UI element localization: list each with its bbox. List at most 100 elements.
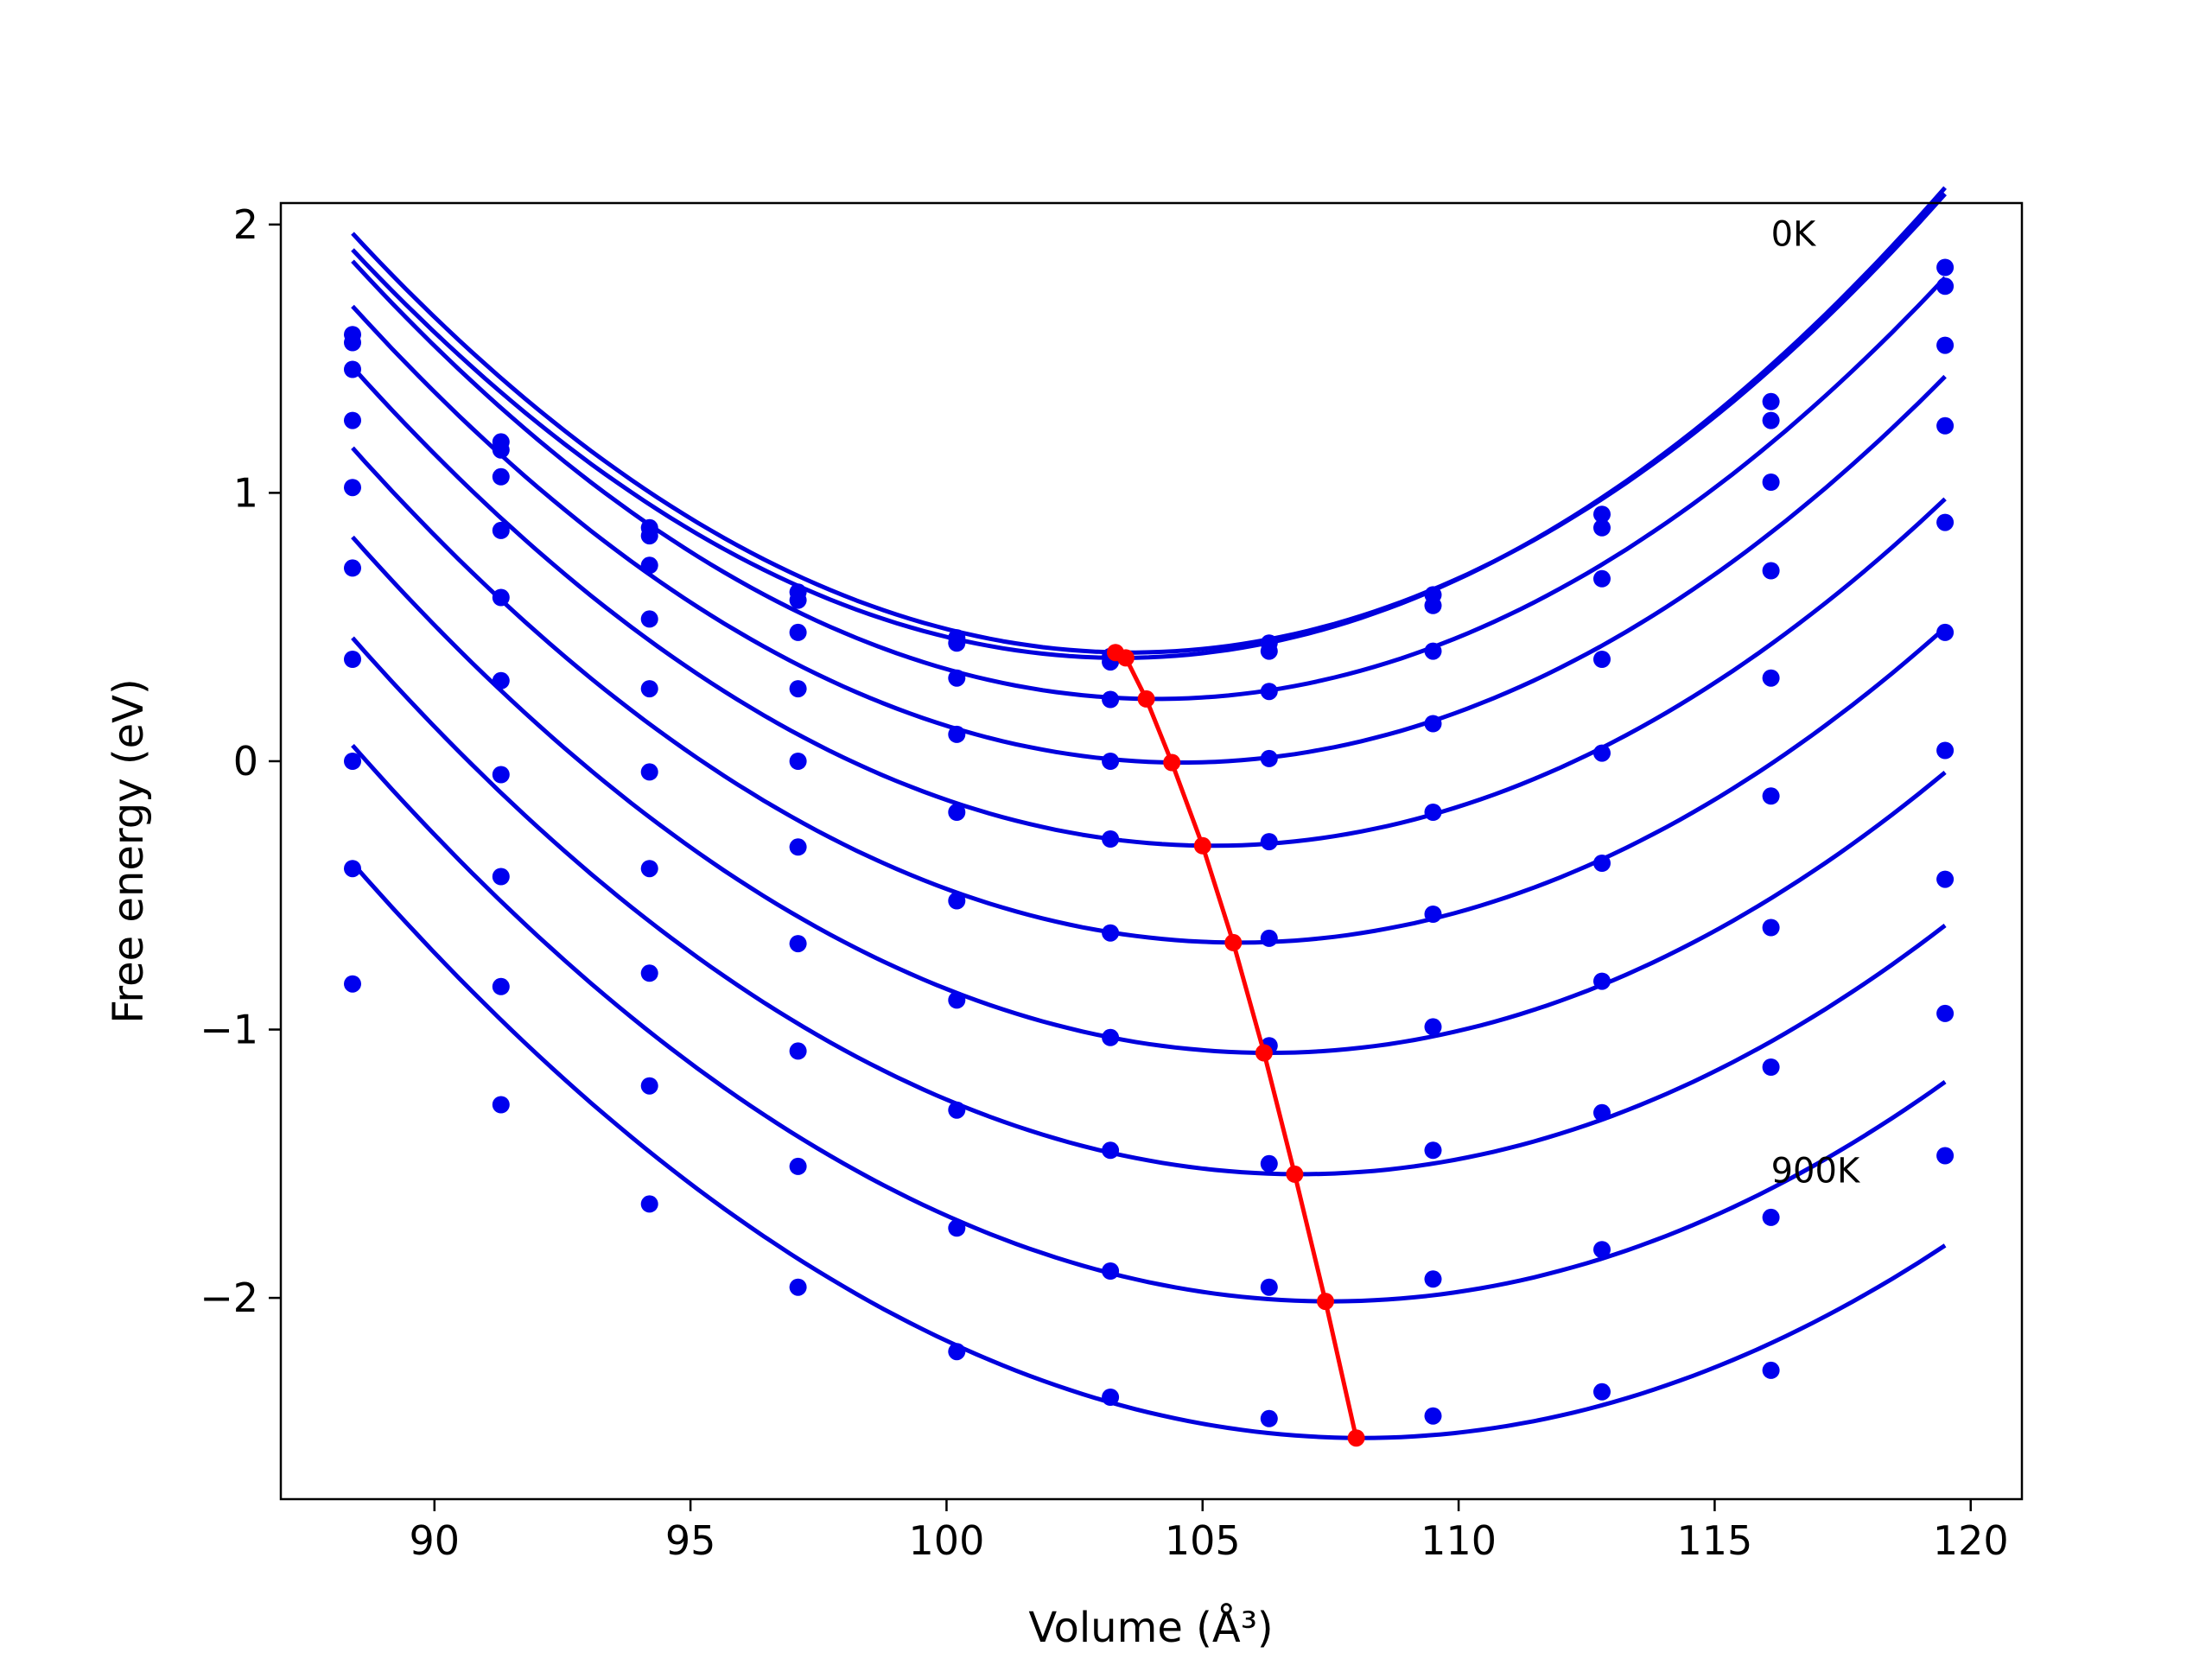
plot-frame	[279, 201, 2024, 1501]
data-point-2-0	[344, 360, 361, 378]
data-point-6-10	[1936, 741, 1955, 760]
equilibrium-point-1	[1116, 649, 1135, 667]
data-point-9-0	[344, 975, 361, 993]
data-point-8-4	[948, 1219, 966, 1237]
equilibrium-layer	[1107, 644, 1365, 1447]
data-point-6-5	[1102, 1028, 1120, 1046]
x-tick-label-1: 95	[665, 1517, 716, 1564]
data-point-2-3	[789, 623, 807, 641]
data-point-2-9	[1762, 474, 1780, 491]
data-point-8-2	[640, 1077, 658, 1095]
data-point-5-9	[1762, 787, 1780, 805]
y-tick-label-2: 0	[233, 738, 258, 785]
data-point-1-6	[1260, 642, 1278, 660]
fit-curve-3	[351, 304, 1947, 765]
x-tick-label-5: 115	[1677, 1517, 1753, 1564]
equilibrium-point-5	[1224, 933, 1243, 951]
fit-curve-7	[351, 636, 1947, 1177]
data-point-6-7	[1424, 1018, 1442, 1036]
fit-curve-4	[351, 365, 1947, 849]
data-point-9-10	[1936, 1147, 1955, 1165]
data-point-7-4	[948, 1101, 966, 1119]
data-point-2-6	[1260, 683, 1278, 701]
data-point-2-2	[640, 556, 658, 575]
data-point-3-9	[1762, 562, 1780, 580]
y-axis-label: Free energy (eV)	[105, 678, 153, 1023]
data-point-7-9	[1762, 1058, 1780, 1076]
y-tick-label-1: −1	[200, 1007, 258, 1053]
data-point-9-3	[789, 1278, 807, 1296]
data-point-4-0	[344, 479, 361, 497]
data-point-2-7	[1424, 642, 1442, 660]
data-point-4-4	[948, 804, 966, 821]
equilibrium-point-9	[1347, 1429, 1365, 1447]
data-point-4-5	[1102, 830, 1120, 848]
data-point-5-1	[492, 671, 510, 690]
data-point-5-2	[640, 763, 658, 781]
data-point-3-3	[789, 680, 807, 698]
equilibrium-point-7	[1286, 1165, 1304, 1183]
data-point-8-8	[1593, 1241, 1611, 1259]
data-point-2-4	[948, 669, 966, 687]
data-point-6-2	[640, 860, 658, 878]
fit-curve-6	[351, 535, 1947, 1055]
plot-area-background	[281, 203, 2022, 1499]
y-axis-ticks: −2 −1 0 1 2	[200, 201, 281, 1321]
data-point-0-8	[1593, 505, 1611, 524]
data-point-8-0	[344, 860, 361, 878]
annotation-1: 900K	[1771, 1152, 1861, 1192]
fit-curve-9	[351, 861, 1947, 1440]
data-point-8-9	[1762, 1208, 1780, 1226]
data-point-4-1	[492, 588, 510, 607]
data-point-7-5	[1102, 1141, 1120, 1160]
data-point-7-0	[344, 753, 361, 770]
data-point-8-3	[789, 1157, 807, 1175]
data-point-3-4	[948, 725, 966, 743]
data-point-4-10	[1936, 513, 1955, 531]
data-point-4-7	[1424, 804, 1442, 821]
data-point-8-5	[1102, 1262, 1120, 1280]
data-point-3-7	[1424, 715, 1442, 733]
data-point-9-5	[1102, 1389, 1120, 1406]
data-point-6-1	[492, 766, 510, 784]
fit-curve-8	[351, 743, 1947, 1304]
data-point-6-9	[1762, 918, 1780, 937]
fit-curve-1	[351, 186, 1947, 660]
x-tick-label-6: 120	[1933, 1517, 2009, 1564]
data-point-1-1	[492, 441, 510, 459]
data-point-3-2	[640, 610, 658, 628]
data-point-9-6	[1260, 1409, 1278, 1427]
data-point-1-8	[1593, 518, 1611, 537]
y-tick-label-4: 2	[233, 201, 258, 248]
data-point-9-4	[948, 1343, 966, 1361]
data-point-5-5	[1102, 924, 1120, 942]
annotation-0: 0K	[1771, 215, 1817, 255]
data-point-7-7	[1424, 1141, 1442, 1160]
data-point-4-3	[789, 753, 807, 770]
data-point-1-3	[789, 591, 807, 609]
equilibrium-point-6	[1255, 1044, 1273, 1062]
data-point-4-8	[1593, 744, 1611, 762]
data-point-6-0	[344, 651, 361, 668]
data-point-3-1	[492, 521, 510, 539]
data-point-0-9	[1762, 392, 1780, 410]
x-tick-label-3: 105	[1165, 1517, 1241, 1564]
data-point-1-2	[640, 527, 658, 545]
data-point-1-9	[1762, 411, 1780, 429]
data-point-8-6	[1260, 1278, 1278, 1296]
data-point-1-4	[948, 634, 966, 652]
data-point-5-0	[344, 559, 361, 577]
data-point-8-1	[492, 977, 510, 995]
y-tick-label-0: −2	[200, 1274, 258, 1321]
data-point-1-7	[1424, 596, 1442, 614]
data-point-9-7	[1424, 1407, 1442, 1425]
data-point-1-10	[1936, 277, 1955, 296]
data-point-7-6	[1260, 1154, 1278, 1173]
data-point-4-9	[1762, 669, 1780, 687]
data-point-2-5	[1102, 690, 1120, 709]
x-axis-ticks: 90 95 100 105 110 115 120	[410, 1499, 2009, 1564]
data-point-7-2	[640, 964, 658, 982]
data-point-0-10	[1936, 258, 1955, 276]
data-point-9-2	[640, 1195, 658, 1213]
